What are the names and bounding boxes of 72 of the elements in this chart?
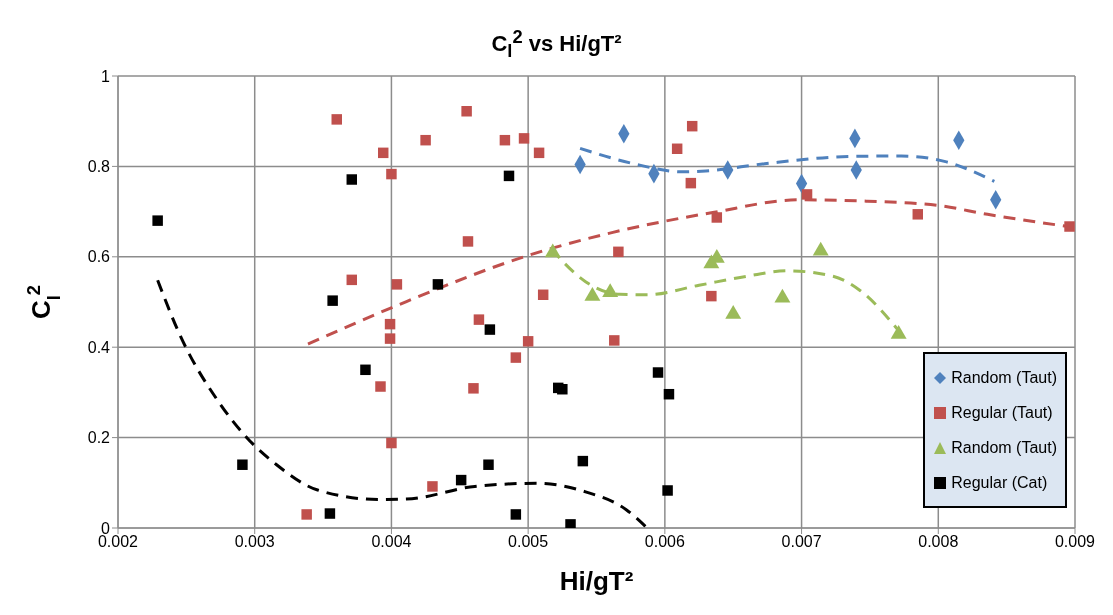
point	[346, 274, 358, 286]
y-tick-label: 0.2	[87, 429, 111, 447]
x-tick-label: 0.009	[1054, 533, 1096, 551]
point	[533, 147, 545, 159]
line-series	[578, 146, 996, 183]
point	[346, 174, 358, 185]
point	[652, 367, 664, 378]
point	[565, 519, 576, 528]
point	[461, 106, 472, 117]
point	[384, 333, 396, 344]
point	[432, 279, 444, 290]
legend-label: Regular (Cat)	[951, 473, 1048, 493]
point	[662, 485, 673, 496]
legend-label: Random (Taut)	[951, 368, 1057, 388]
x-axis-title: Hi/gT²	[559, 566, 634, 596]
point	[483, 459, 494, 470]
point	[375, 381, 386, 392]
point	[801, 189, 813, 200]
point	[609, 335, 620, 346]
point	[455, 474, 467, 486]
point	[237, 459, 248, 470]
point	[391, 279, 403, 290]
legend-label: Regular (Taut)	[951, 403, 1053, 423]
x-tick-label: 0.008	[918, 533, 959, 551]
y-tick-label: 0.4	[87, 338, 111, 356]
y-tick-label: 0.6	[87, 248, 111, 266]
point	[711, 212, 723, 223]
point	[324, 508, 336, 519]
x-tick-label: 0.006	[644, 533, 685, 551]
point	[427, 481, 438, 492]
point	[384, 318, 396, 330]
point	[327, 295, 338, 306]
point	[152, 215, 163, 226]
point	[602, 283, 619, 298]
chart-title: C$_{l}$$^{2}$ vs Hi/gT²	[490, 25, 623, 63]
x-tick-label: 0.005	[508, 533, 549, 551]
point	[301, 509, 312, 520]
point	[473, 314, 485, 325]
point	[510, 509, 522, 520]
line-series	[156, 278, 649, 528]
point	[912, 209, 924, 220]
point	[537, 289, 549, 301]
point	[577, 455, 589, 467]
point	[331, 114, 342, 125]
point	[686, 120, 698, 132]
point	[613, 246, 624, 258]
x-tick-label: 0.004	[371, 533, 412, 551]
point	[386, 168, 397, 180]
point	[420, 134, 431, 146]
point	[663, 388, 675, 400]
point	[671, 143, 683, 155]
x-tick-label: 0.002	[97, 533, 139, 551]
x-tick-label: 0.007	[781, 533, 822, 551]
point	[484, 324, 496, 335]
point	[685, 177, 697, 189]
point	[706, 290, 717, 302]
point	[518, 133, 530, 144]
point	[510, 352, 522, 363]
point	[468, 383, 479, 394]
x-tick-label: 0.003	[234, 533, 275, 551]
point	[503, 170, 515, 182]
point	[522, 336, 534, 347]
point	[557, 383, 568, 395]
y-tick-label: 0.8	[87, 158, 111, 176]
point	[462, 236, 474, 247]
point	[386, 437, 397, 449]
legend-label: Random (Taut)	[951, 438, 1057, 458]
point	[360, 364, 371, 376]
point	[499, 134, 511, 146]
y-tick-label: 1	[101, 67, 111, 85]
point	[377, 147, 389, 159]
point	[1064, 221, 1075, 232]
